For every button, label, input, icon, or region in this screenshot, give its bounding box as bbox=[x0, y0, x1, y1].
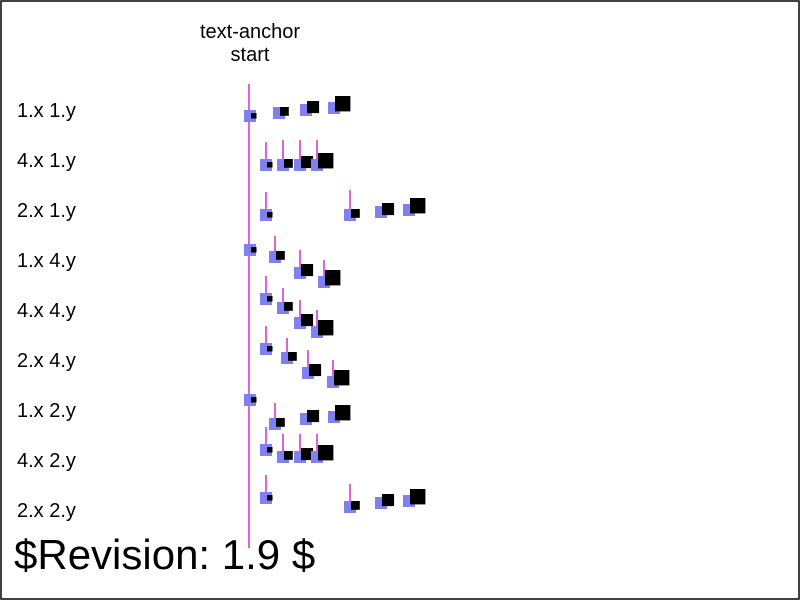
square-glyph bbox=[382, 494, 395, 507]
row-label: 1.x 2.y bbox=[17, 400, 76, 422]
square-glyph bbox=[288, 352, 297, 361]
revision-label: $Revision: 1.9 $ bbox=[14, 531, 315, 578]
square-glyph bbox=[251, 113, 257, 119]
glyph-row bbox=[260, 276, 334, 338]
glyph-row bbox=[260, 326, 350, 388]
square-glyph bbox=[307, 410, 320, 423]
square-glyph bbox=[318, 320, 334, 336]
square-glyph bbox=[318, 445, 334, 461]
square-glyph bbox=[335, 96, 351, 112]
square-glyph bbox=[284, 302, 293, 311]
square-glyph bbox=[284, 451, 293, 460]
square-glyph bbox=[267, 162, 273, 168]
square-glyph bbox=[382, 203, 395, 216]
square-glyph bbox=[251, 397, 257, 403]
row-label: 1.x 1.y bbox=[17, 100, 76, 122]
square-glyph bbox=[301, 156, 314, 169]
row-label: 4.x 2.y bbox=[17, 450, 76, 472]
square-glyph bbox=[351, 209, 360, 218]
row-labels: 1.x 1.y 4.x 1.y 2.x 1.y 1.x 4.y 4.x 4.y … bbox=[17, 100, 76, 522]
square-glyph bbox=[301, 448, 314, 461]
glyph-rows bbox=[244, 96, 426, 513]
square-glyph bbox=[267, 447, 273, 453]
title-line-2: start bbox=[231, 44, 270, 66]
square-glyph bbox=[267, 495, 273, 501]
square-glyph bbox=[276, 418, 285, 427]
row-label: 2.x 2.y bbox=[17, 500, 76, 522]
square-glyph bbox=[301, 264, 314, 277]
row-label: 2.x 1.y bbox=[17, 200, 76, 222]
square-glyph bbox=[301, 314, 314, 327]
row-label: 2.x 4.y bbox=[17, 350, 76, 372]
square-glyph bbox=[267, 346, 273, 352]
square-glyph bbox=[267, 296, 273, 302]
square-glyph bbox=[334, 370, 350, 386]
row-label: 4.x 1.y bbox=[17, 150, 76, 172]
glyph-row bbox=[260, 475, 426, 513]
title-line-1: text-anchor bbox=[200, 21, 300, 43]
glyph-row bbox=[244, 236, 341, 288]
square-glyph bbox=[267, 212, 273, 218]
square-glyph bbox=[351, 501, 360, 510]
glyph-row bbox=[260, 190, 426, 221]
row-label: 1.x 4.y bbox=[17, 250, 76, 272]
square-glyph bbox=[307, 101, 320, 114]
square-glyph bbox=[335, 405, 351, 421]
square-glyph bbox=[280, 107, 289, 116]
square-glyph bbox=[251, 247, 257, 253]
square-glyph bbox=[318, 153, 334, 169]
square-glyph bbox=[276, 251, 285, 260]
square-glyph bbox=[410, 489, 426, 505]
glyph-row bbox=[244, 96, 351, 122]
square-glyph bbox=[309, 364, 322, 377]
row-label: 4.x 4.y bbox=[17, 300, 76, 322]
glyph-row bbox=[260, 140, 334, 171]
glyph-row bbox=[260, 427, 334, 463]
square-glyph bbox=[284, 159, 293, 168]
square-glyph bbox=[325, 270, 341, 286]
glyph-row bbox=[244, 394, 351, 430]
square-glyph bbox=[410, 198, 426, 214]
